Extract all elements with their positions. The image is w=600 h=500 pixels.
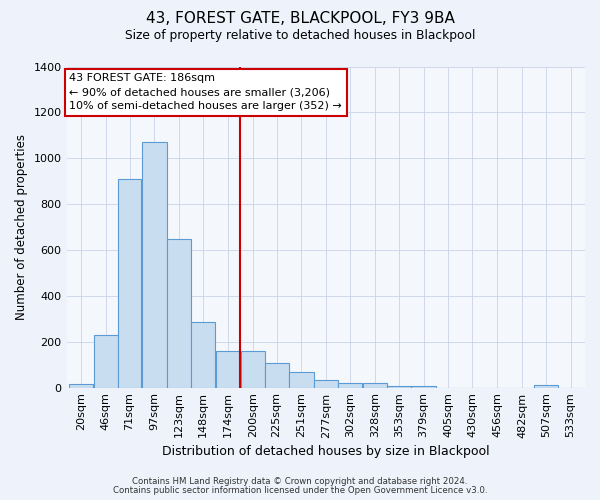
Bar xyxy=(142,142,167,388)
Text: Contains public sector information licensed under the Open Government Licence v3: Contains public sector information licen… xyxy=(113,486,487,495)
Bar xyxy=(387,386,411,388)
Bar xyxy=(534,386,558,388)
Bar xyxy=(191,322,215,388)
Bar xyxy=(167,238,191,388)
Bar xyxy=(289,372,314,388)
X-axis label: Distribution of detached houses by size in Blackpool: Distribution of detached houses by size … xyxy=(162,444,490,458)
Bar xyxy=(216,352,240,388)
Bar xyxy=(338,383,362,388)
Bar xyxy=(265,364,289,388)
Bar xyxy=(94,336,118,388)
Bar xyxy=(68,384,93,388)
Text: Size of property relative to detached houses in Blackpool: Size of property relative to detached ho… xyxy=(125,28,475,42)
Y-axis label: Number of detached properties: Number of detached properties xyxy=(15,134,28,320)
Text: 43, FOREST GATE, BLACKPOOL, FY3 9BA: 43, FOREST GATE, BLACKPOOL, FY3 9BA xyxy=(146,11,454,26)
Text: Contains HM Land Registry data © Crown copyright and database right 2024.: Contains HM Land Registry data © Crown c… xyxy=(132,477,468,486)
Bar xyxy=(363,383,387,388)
Bar xyxy=(118,179,142,388)
Text: 43 FOREST GATE: 186sqm
← 90% of detached houses are smaller (3,206)
10% of semi-: 43 FOREST GATE: 186sqm ← 90% of detached… xyxy=(70,74,342,112)
Bar xyxy=(412,386,436,388)
Bar xyxy=(241,352,265,388)
Bar xyxy=(314,380,338,388)
